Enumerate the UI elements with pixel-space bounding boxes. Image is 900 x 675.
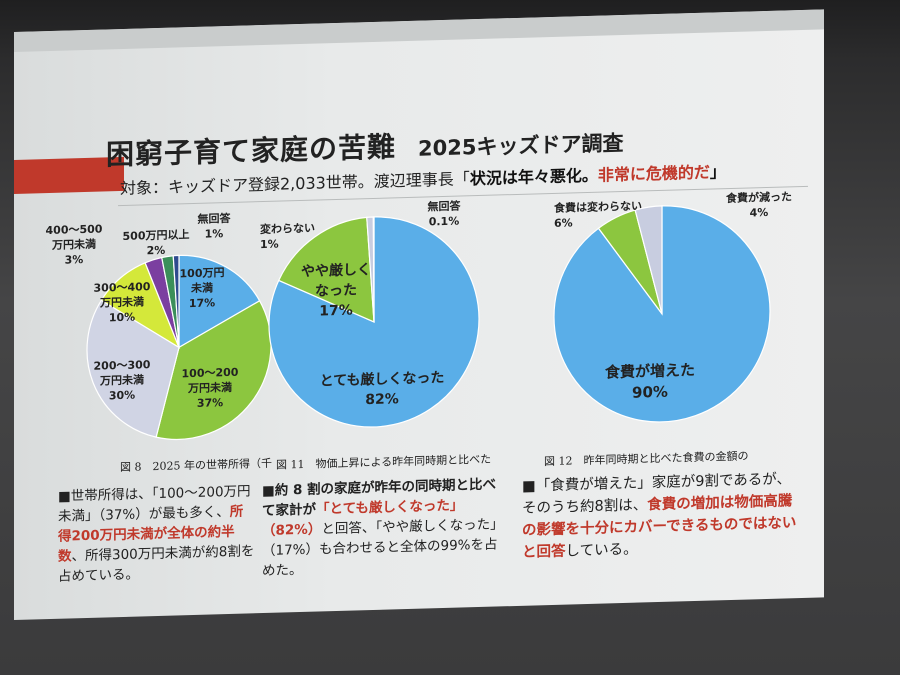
- p1-text-a: ■世帯所得は、「100〜200万円未満」（37%）が最も多く、: [58, 483, 251, 524]
- pie2-slice-3: [373, 217, 374, 322]
- pie3-label-2: 食費が減った4%: [726, 189, 792, 220]
- pie2-label-3: 無回答0.1%: [428, 199, 462, 229]
- paragraph-household: ■約 8 割の家庭が昨年の同時期と比べて家計が「とても厳しくなった」（82%）と…: [262, 474, 502, 581]
- p3-text-b: している。: [566, 542, 638, 560]
- slide: 困窮子育て家庭の苦難 2025キッズドア調査 対象：キッズドア登録2,033世帯。…: [14, 9, 824, 620]
- p1-text-b: 、所得300万円未満が約8割を占めている。: [58, 543, 254, 584]
- paragraph-food: ■「食費が増えた」家庭が9割であるが、そのうち約8割は、食費の増加は物価高騰の影…: [522, 468, 804, 564]
- pie1-label-5: 500万円以上2%: [123, 227, 190, 258]
- paragraph-income: ■世帯所得は、「100〜200万円未満」（37%）が最も多く、所得200万円未満…: [58, 481, 256, 587]
- pie1-label-6: 無回答1%: [198, 211, 232, 241]
- pie1-label-4: 400〜500万円未満3%: [46, 223, 103, 268]
